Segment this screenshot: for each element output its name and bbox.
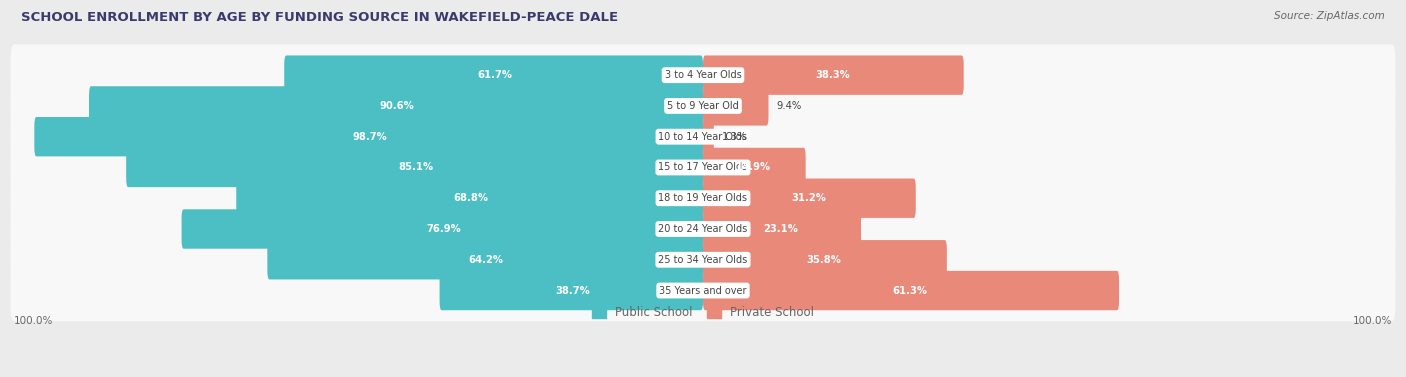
Text: 23.1%: 23.1% [763,224,799,234]
FancyBboxPatch shape [11,44,1395,106]
Text: 100.0%: 100.0% [14,316,53,326]
FancyBboxPatch shape [127,148,703,187]
FancyBboxPatch shape [284,55,703,95]
FancyBboxPatch shape [440,271,703,310]
Text: 14.9%: 14.9% [735,162,770,172]
Text: 25 to 34 Year Olds: 25 to 34 Year Olds [658,255,748,265]
Text: 64.2%: 64.2% [468,255,503,265]
Text: 98.7%: 98.7% [353,132,387,142]
Text: 100.0%: 100.0% [1353,316,1392,326]
Text: 1.3%: 1.3% [721,132,747,142]
FancyBboxPatch shape [11,229,1395,291]
FancyBboxPatch shape [703,86,769,126]
FancyBboxPatch shape [703,179,915,218]
FancyBboxPatch shape [181,209,703,249]
Text: 35.8%: 35.8% [807,255,841,265]
Text: Source: ZipAtlas.com: Source: ZipAtlas.com [1274,11,1385,21]
FancyBboxPatch shape [11,137,1395,198]
Text: SCHOOL ENROLLMENT BY AGE BY FUNDING SOURCE IN WAKEFIELD-PEACE DALE: SCHOOL ENROLLMENT BY AGE BY FUNDING SOUR… [21,11,619,24]
Text: 61.3%: 61.3% [893,285,928,296]
Text: 5 to 9 Year Old: 5 to 9 Year Old [666,101,740,111]
Text: 68.8%: 68.8% [453,193,488,203]
FancyBboxPatch shape [703,148,806,187]
FancyBboxPatch shape [703,209,860,249]
FancyBboxPatch shape [703,117,714,156]
Text: 20 to 24 Year Olds: 20 to 24 Year Olds [658,224,748,234]
FancyBboxPatch shape [267,240,703,279]
Text: 85.1%: 85.1% [398,162,433,172]
Text: 90.6%: 90.6% [380,101,415,111]
Text: 3 to 4 Year Olds: 3 to 4 Year Olds [665,70,741,80]
Text: 15 to 17 Year Olds: 15 to 17 Year Olds [658,162,748,172]
Legend: Public School, Private School: Public School, Private School [586,302,820,324]
FancyBboxPatch shape [703,240,946,279]
FancyBboxPatch shape [703,271,1119,310]
Text: 31.2%: 31.2% [792,193,825,203]
FancyBboxPatch shape [236,179,703,218]
FancyBboxPatch shape [11,106,1395,167]
FancyBboxPatch shape [11,260,1395,321]
Text: 38.7%: 38.7% [555,285,589,296]
FancyBboxPatch shape [89,86,703,126]
Text: 9.4%: 9.4% [776,101,801,111]
FancyBboxPatch shape [11,167,1395,229]
FancyBboxPatch shape [703,55,963,95]
Text: 38.3%: 38.3% [815,70,849,80]
Text: 35 Years and over: 35 Years and over [659,285,747,296]
Text: 76.9%: 76.9% [426,224,461,234]
FancyBboxPatch shape [34,117,703,156]
Text: 10 to 14 Year Olds: 10 to 14 Year Olds [658,132,748,142]
Text: 61.7%: 61.7% [477,70,512,80]
FancyBboxPatch shape [11,75,1395,137]
FancyBboxPatch shape [11,198,1395,260]
Text: 18 to 19 Year Olds: 18 to 19 Year Olds [658,193,748,203]
